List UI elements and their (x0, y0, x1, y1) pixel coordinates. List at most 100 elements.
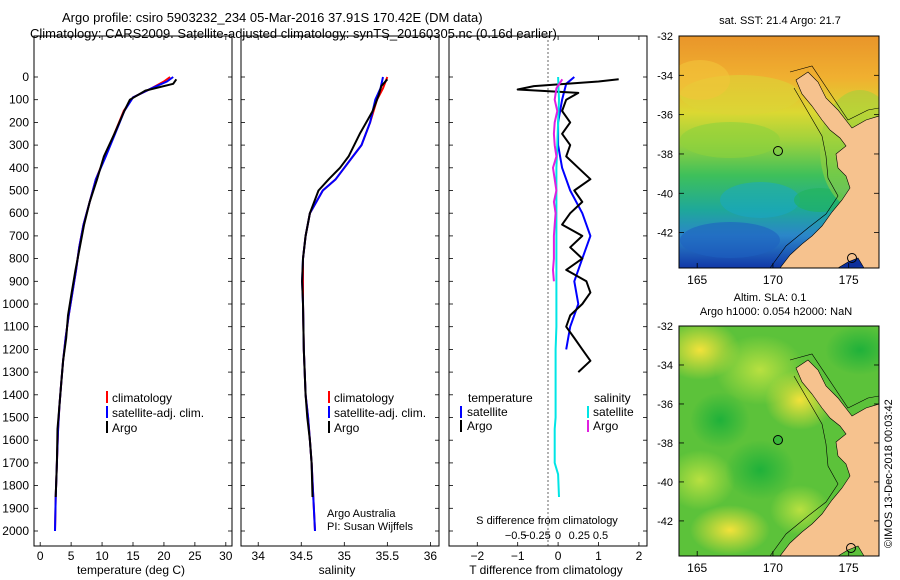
s-tick-label: 0 (555, 530, 561, 542)
x-tick-label: 30 (219, 549, 233, 563)
lat-tick-label: -38 (657, 149, 673, 161)
lat-tick-label: -40 (657, 188, 673, 200)
series-argo (301, 78, 389, 498)
sla-map-marker (846, 543, 856, 553)
depth-tick-label: 1300 (2, 365, 29, 379)
lon-tick-label: 170 (763, 561, 783, 575)
lat-tick-label: -42 (657, 228, 673, 240)
legend-climatology: climatology (112, 391, 172, 405)
sst-map-frame (678, 35, 880, 269)
lon-tick-label: 165 (687, 561, 707, 575)
sla-map-title-1: Altim. SLA: 0.1 (734, 292, 807, 304)
x-tick-label: −1 (511, 549, 525, 563)
lat-tick-label: -36 (657, 399, 673, 411)
series-satellite-adj-clim- (301, 76, 384, 532)
series-salinity-satellite (553, 76, 560, 498)
s-tick-label: −0.25 (523, 530, 551, 542)
depth-tick-label: 1900 (2, 501, 29, 515)
x-tick-label: 34.5 (290, 549, 314, 563)
s-difference-ticks: −0.5−0.25 0 0.25 0.5 (505, 530, 608, 542)
depth-tick-label: 1200 (2, 342, 29, 356)
sla-shelf-contour (769, 353, 879, 556)
series-climatology (302, 76, 389, 532)
legend-argo: Argo (334, 421, 360, 435)
salinity-lines (301, 76, 389, 532)
depth-tick-label: 400 (9, 161, 29, 175)
lat-tick-label: -42 (657, 516, 673, 528)
x-tick-label: 35.5 (376, 549, 400, 563)
imos-stamp: ©IMOS 13-Dec-2018 00:03:42 (883, 399, 895, 548)
series-climatology (54, 76, 171, 532)
salinity-panel (240, 35, 440, 547)
sla-map (679, 326, 879, 556)
x-tick-label: 20 (157, 549, 171, 563)
depth-axis: 0 100 200 300 400 500 600 700 800 900 1000 1100 1200… (2, 70, 647, 538)
sst-map (679, 36, 879, 268)
s-difference-label: S difference from climatology (476, 515, 618, 527)
depth-tick-label: 0 (22, 70, 29, 84)
lat-tick-label: -40 (657, 477, 673, 489)
lon-tick-label: 165 (687, 273, 707, 287)
depth-tick-label: 2000 (2, 524, 29, 538)
lat-tick-label: -32 (657, 321, 673, 333)
legend-climatology: climatology (334, 391, 394, 405)
depth-tick-label: 800 (9, 252, 29, 266)
legend-s-satellite: satellite (593, 405, 634, 419)
lon-tick-label: 175 (839, 273, 859, 287)
series-argo (54, 78, 178, 498)
sla-map-frame (678, 325, 880, 557)
s-tick-label: 0.5 (593, 530, 608, 542)
legend-temperature-head: temperature (468, 391, 533, 405)
depth-tick-label: 1000 (2, 297, 29, 311)
sst-shelf-contour (769, 65, 879, 268)
sla-land (779, 359, 879, 556)
x-tick-label: 2 (636, 549, 643, 563)
lat-tick-label: -34 (657, 70, 673, 82)
depth-tick-label: 1700 (2, 456, 29, 470)
depth-tick-label: 700 (9, 229, 29, 243)
salinity-xlabel: salinity (319, 563, 356, 577)
difference-lines (516, 76, 619, 498)
depth-tick-label: 1600 (2, 433, 29, 447)
series-temperature-argo (516, 78, 619, 373)
legend-t-satellite: satellite (467, 405, 508, 419)
lon-tick-label: 175 (839, 561, 859, 575)
s-tick-label: −0.5 (505, 530, 527, 542)
temperature-legend: climatology satellite-adj. clim. Argo (106, 391, 204, 435)
x-tick-label: 5 (68, 549, 75, 563)
depth-tick-label: 300 (9, 138, 29, 152)
x-tick-label: 0 (37, 549, 44, 563)
x-tick-label: 10 (95, 549, 109, 563)
legend-satellite-adj: satellite-adj. clim. (112, 406, 204, 420)
sst-argo-position (773, 146, 783, 156)
series-temperature-satellite (557, 76, 592, 350)
temperature-xlabel: temperature (deg C) (77, 563, 185, 577)
depth-tick-label: 1500 (2, 411, 29, 425)
title-line-2: Climatology: CARS2009. Satellite-adjuste… (30, 26, 557, 41)
depth-tick-label: 1100 (3, 320, 29, 334)
series-salinity-argo (552, 78, 564, 282)
temperature-ticks: 0 5 10 15 20 25 30 (37, 36, 233, 563)
depth-tick-label: 1800 (2, 479, 29, 493)
legend-salinity-head: salinity (594, 391, 631, 405)
x-tick-label: 0 (555, 549, 562, 563)
x-tick-label: −2 (470, 549, 484, 563)
sla-argo-position (773, 435, 783, 445)
depth-tick-label: 1400 (2, 388, 29, 402)
lat-tick-label: -38 (657, 438, 673, 450)
lat-tick-label: -36 (657, 110, 673, 122)
sst-map-marker (847, 253, 857, 263)
difference-legend: temperature salinity satellite Argo sate… (460, 391, 634, 433)
sst-map-title: sat. SST: 21.4 Argo: 21.7 (719, 15, 841, 27)
x-tick-label: 15 (126, 549, 140, 563)
x-tick-label: 35 (338, 549, 352, 563)
difference-xlabel: T difference from climatology (469, 563, 623, 577)
legend-s-argo: Argo (593, 419, 619, 433)
sst-map-ticks: -32 -34 -36 -38 -40 -42 165 170 175 (657, 31, 879, 287)
title-line-1: Argo profile: csiro 5903232_234 05-Mar-2… (62, 10, 483, 25)
sla-map-ticks: -32 -34 -36 -38 -40 -42 165 170 175 (657, 321, 879, 575)
credit-argo-australia: Argo Australia (327, 508, 396, 520)
temperature-panel (33, 35, 233, 547)
depth-tick-label: 200 (9, 115, 29, 129)
